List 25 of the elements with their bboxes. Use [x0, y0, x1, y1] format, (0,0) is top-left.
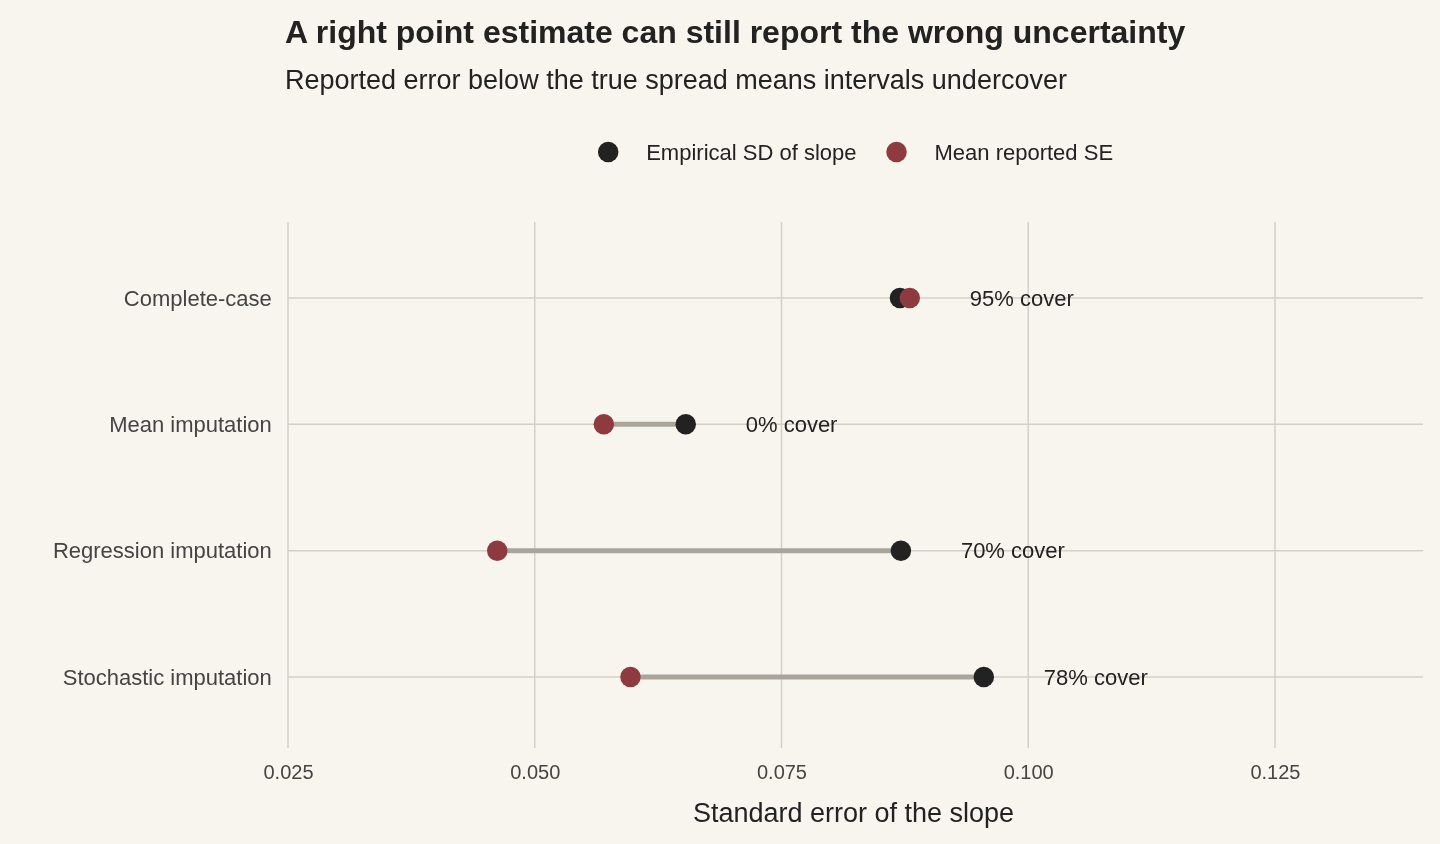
x-tick-label: 0.050	[510, 761, 561, 783]
annotation: 0% cover	[745, 412, 838, 438]
annotation: 78% cover	[1043, 664, 1148, 690]
point	[890, 540, 912, 561]
y-tick-label: Complete-case	[123, 285, 272, 311]
x-tick-label: 0.100	[1003, 761, 1054, 783]
legend-label: Empirical SD of slope	[646, 139, 857, 165]
annotation: 70% cover	[960, 538, 1065, 564]
x-tick-label: 0.075	[756, 761, 808, 783]
point	[675, 414, 696, 435]
annotation: 95% cover	[969, 285, 1074, 311]
chart-subtitle: Reported error below the true spread means intervals undercover	[285, 65, 1067, 95]
x-tick-label: 0.025	[263, 761, 314, 783]
y-tick-label: Regression imputation	[52, 538, 272, 564]
y-tick-label: Mean imputation	[109, 411, 272, 437]
legend-label: Mean reported SE	[934, 139, 1114, 165]
y-tick-label: Stochastic imputation	[62, 664, 272, 690]
point	[899, 287, 921, 309]
point	[486, 540, 508, 561]
point	[593, 414, 615, 435]
point	[620, 666, 641, 688]
x-axis-title: Standard error of the slope	[692, 798, 1015, 828]
x-tick-label: 0.125	[1250, 761, 1301, 783]
chart-title: A right point estimate can still report the wrong uncertainty	[285, 14, 1186, 50]
point	[973, 666, 995, 688]
